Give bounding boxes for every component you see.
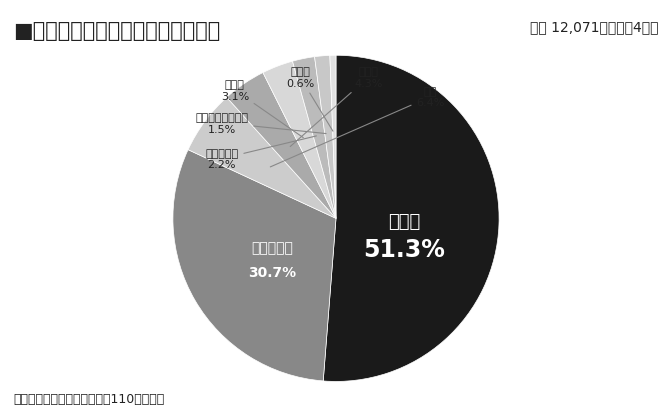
Text: 出典：警察庁「住まいる防犯110番」より: 出典：警察庁「住まいる防犯110番」より: [13, 392, 165, 405]
Wedge shape: [292, 57, 336, 219]
Text: 51.3%: 51.3%: [364, 237, 446, 261]
Text: その他
4.3%: その他 4.3%: [290, 67, 383, 147]
Text: 合かぎ
3.1%: 合かぎ 3.1%: [221, 80, 303, 138]
Wedge shape: [314, 56, 336, 219]
Wedge shape: [173, 150, 336, 381]
Wedge shape: [323, 56, 499, 382]
Text: 無締り: 無締り: [388, 213, 421, 230]
Text: ドア錠破り
2.2%: ドア錠破り 2.2%: [205, 137, 317, 170]
Text: 不明
6.4%: 不明 6.4%: [270, 87, 445, 168]
Wedge shape: [188, 98, 336, 219]
Wedge shape: [330, 56, 336, 219]
Wedge shape: [226, 74, 336, 219]
Text: 総数 12,071件（令和4年）: 総数 12,071件（令和4年）: [530, 21, 659, 35]
Wedge shape: [263, 62, 336, 219]
Text: ガラス破り: ガラス破り: [252, 241, 294, 254]
Text: 30.7%: 30.7%: [249, 265, 297, 279]
Text: 戸外し
0.6%: 戸外し 0.6%: [286, 67, 333, 132]
Text: ■侵入窃盗の侵入手口（戸建住宅）: ■侵入窃盗の侵入手口（戸建住宅）: [13, 21, 220, 40]
Text: その他の施錠開け
1.5%: その他の施錠開け 1.5%: [196, 113, 326, 134]
